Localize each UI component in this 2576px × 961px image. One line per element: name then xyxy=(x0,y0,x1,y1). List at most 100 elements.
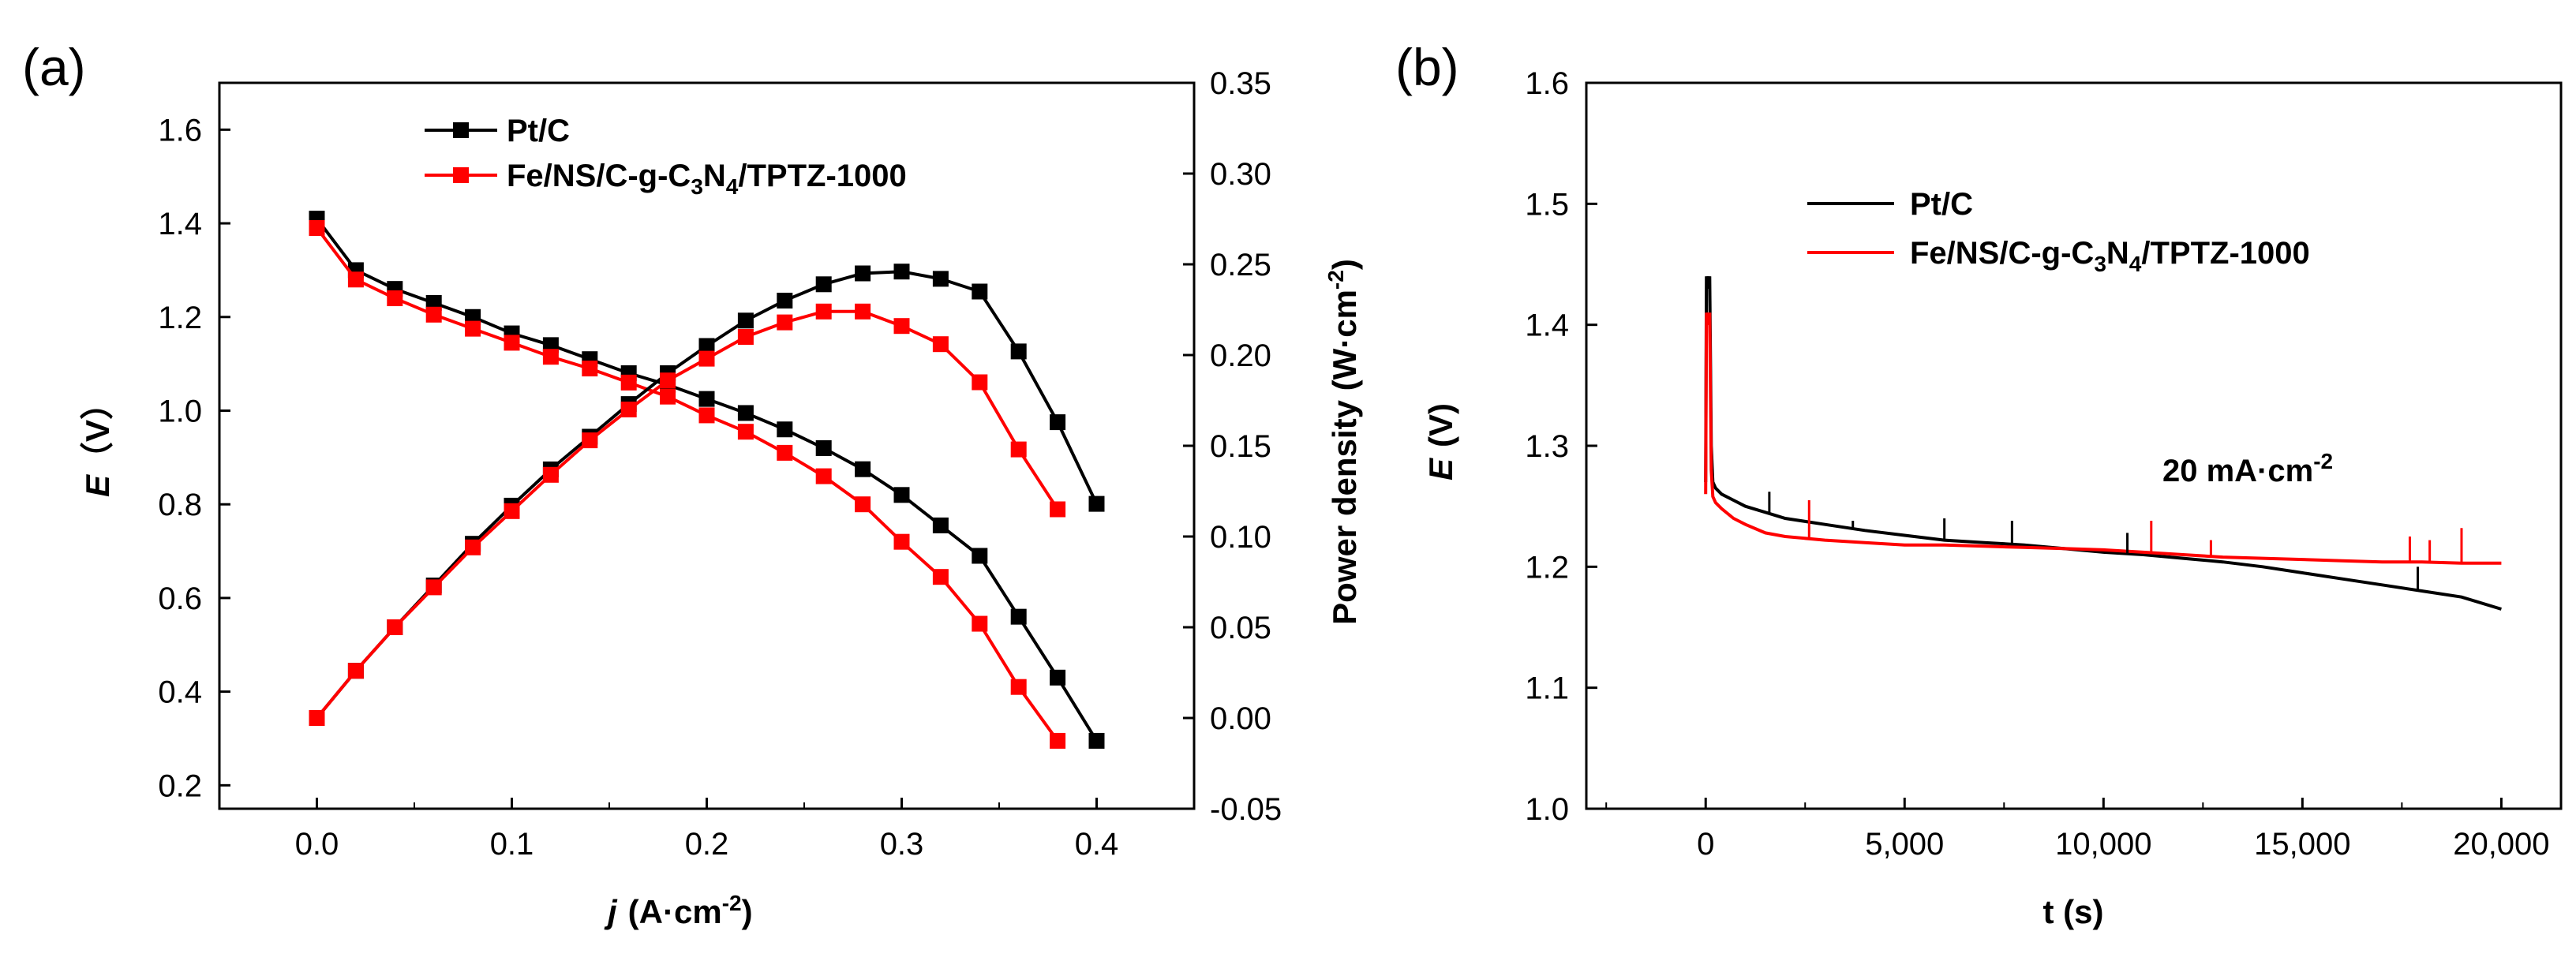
data-point xyxy=(1050,669,1066,686)
left-y-tick-label: 0.6 xyxy=(158,581,202,616)
series-line xyxy=(315,309,1059,720)
annotation-base: 20 mA·cm xyxy=(2162,454,2313,488)
b-series-line xyxy=(1704,276,2502,611)
b-y-tick-label: 1.5 xyxy=(1525,187,1569,222)
b-y-tick-label: 1.2 xyxy=(1525,550,1569,585)
left-y-tick-label: 1.2 xyxy=(158,301,202,335)
panel-b-label: (b) xyxy=(1395,38,1459,96)
b-y-label-unit: (V) xyxy=(1422,403,1459,447)
series-2 xyxy=(309,264,1105,726)
data-point xyxy=(932,271,949,287)
data-point xyxy=(855,496,871,513)
data-point xyxy=(1010,441,1027,458)
data-point xyxy=(815,468,832,484)
x-tick-label: 0.4 xyxy=(1075,827,1119,862)
y2-label-exp: -2 xyxy=(1324,270,1348,290)
data-point xyxy=(1010,343,1027,360)
data-point xyxy=(620,402,637,417)
right-y-tick-label: 0.25 xyxy=(1210,248,1271,282)
data-point xyxy=(815,276,832,293)
data-point xyxy=(932,517,949,533)
data-point xyxy=(660,372,676,389)
panel-b-legend: Pt/C Fe/NS/C-g-C3N4/TPTZ-1000 xyxy=(1807,187,2310,276)
data-point xyxy=(815,303,832,320)
data-point xyxy=(698,350,715,367)
panel-a-y2-axis-label: Power density (W·cm-2) xyxy=(1324,259,1363,625)
data-point xyxy=(777,314,793,331)
data-point xyxy=(815,439,832,456)
data-point xyxy=(465,539,481,555)
data-point xyxy=(932,569,949,585)
legend-marker-fens xyxy=(453,167,469,183)
left-y-tick-label: 1.4 xyxy=(158,207,202,241)
y-label-var: E xyxy=(79,473,116,497)
data-point xyxy=(387,290,403,307)
data-point xyxy=(893,264,910,280)
legend-label-ptc: Pt/C xyxy=(507,114,570,148)
data-point xyxy=(582,432,598,449)
data-point xyxy=(737,405,754,421)
left-y-tick-label: 0.2 xyxy=(158,768,202,803)
data-point xyxy=(309,710,325,726)
data-point xyxy=(698,391,715,407)
panel-b-y-axis-label: E (V) xyxy=(1422,403,1459,480)
panel-b-x-axis-label: t (s) xyxy=(2043,893,2104,930)
data-point xyxy=(347,663,364,679)
series-1 xyxy=(309,220,1066,749)
right-y-tick-label: 0.35 xyxy=(1210,66,1271,101)
b-y-label-var: E xyxy=(1422,457,1459,480)
b-y-tick-label: 1.3 xyxy=(1525,429,1569,464)
legend-b-label-fens: Fe/NS/C-g-C3N4/TPTZ-1000 xyxy=(1910,236,2310,276)
data-point xyxy=(1010,608,1027,625)
b-x-tick-label: 20,000 xyxy=(2453,827,2549,862)
y2-label-close: ) xyxy=(1326,259,1363,270)
data-point xyxy=(698,338,715,354)
panel-b-annotation: 20 mA·cm-2 xyxy=(2162,449,2333,488)
panel-b-y-ticks: 1.0 1.1 1.2 1.3 1.4 1.5 1.6 xyxy=(1525,66,1597,827)
data-point xyxy=(347,271,364,288)
data-point xyxy=(972,283,988,300)
right-y-tick-label: -0.05 xyxy=(1210,792,1282,827)
panel-b-plot-frame xyxy=(1585,81,2563,810)
data-point xyxy=(737,329,754,345)
panel-b-chart: (b) 1.0 1.1 1.2 1.3 1.4 1.5 1.6 0 5,000 10,000 15… xyxy=(1395,38,2563,930)
data-point xyxy=(504,503,520,519)
data-point xyxy=(855,461,871,477)
right-y-tick-label: 0.15 xyxy=(1210,429,1271,464)
x-label-unit: (A·cm xyxy=(628,893,722,930)
data-point xyxy=(777,293,793,308)
panel-a-label: (a) xyxy=(22,38,86,96)
x-tick-label: 0.2 xyxy=(685,827,729,862)
x-tick-label: 0.1 xyxy=(490,827,534,862)
data-point xyxy=(582,361,598,377)
panel-a-x-ticks: 0.0 0.1 0.2 0.3 0.4 xyxy=(219,798,1195,862)
b-y-tick-label: 1.1 xyxy=(1525,671,1569,706)
left-y-tick-label: 0.8 xyxy=(158,488,202,522)
left-y-tick-label: 0.4 xyxy=(158,675,202,710)
panel-b-series xyxy=(1704,276,2502,611)
legend-b-label-ptc: Pt/C xyxy=(1910,187,1973,222)
panel-a-right-y-ticks: -0.05 0.00 0.05 0.10 0.15 0.20 0.25 0.30 0.35 xyxy=(1183,66,1282,827)
b-x-tick-label: 0 xyxy=(1697,827,1714,862)
data-point xyxy=(893,318,910,335)
data-point xyxy=(1050,732,1066,749)
panel-a-y-axis-label: E（V） xyxy=(79,387,116,497)
x-label-exp: -2 xyxy=(722,891,742,915)
right-y-tick-label: 0.30 xyxy=(1210,157,1271,192)
data-point xyxy=(737,424,754,440)
data-point xyxy=(1050,414,1066,431)
data-point xyxy=(465,320,481,337)
y2-label-text: Power density (W·cm xyxy=(1326,290,1363,625)
data-point xyxy=(777,421,793,438)
x-label-var: j xyxy=(604,893,618,930)
data-point xyxy=(425,579,442,596)
data-point xyxy=(972,548,988,564)
data-point xyxy=(309,220,325,236)
panel-a-series xyxy=(309,211,1105,749)
right-y-tick-label: 0.00 xyxy=(1210,701,1271,736)
data-point xyxy=(855,303,871,320)
panel-a-x-axis-label: j (A·cm-2) xyxy=(604,891,753,930)
data-point xyxy=(972,615,988,632)
data-point xyxy=(504,335,520,351)
